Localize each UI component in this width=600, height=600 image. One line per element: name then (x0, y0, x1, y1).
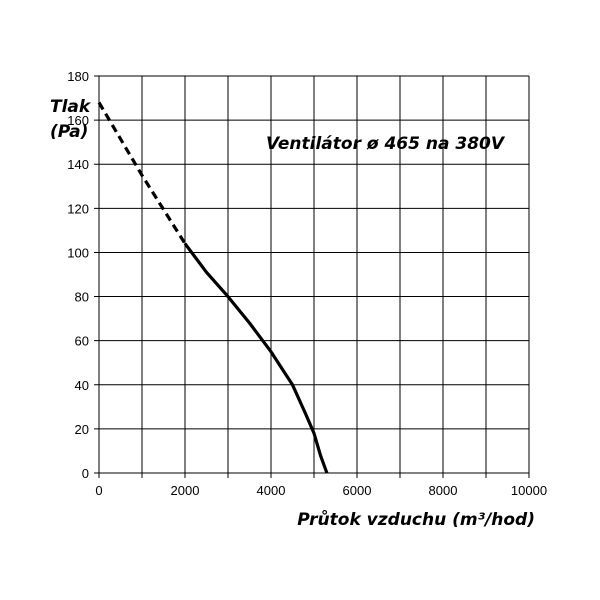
y-tick-label: 40 (75, 378, 89, 393)
y-axis-label-line1: Tlak (50, 97, 92, 117)
y-tick-label: 180 (67, 69, 89, 84)
x-tick-label: 0 (95, 483, 102, 498)
x-tick-label: 6000 (343, 483, 372, 498)
curve-solid-segment (183, 242, 329, 474)
x-tick-label: 2000 (171, 483, 200, 498)
y-tick-label: 140 (67, 157, 89, 172)
y-tick-label: 160 (67, 113, 89, 128)
series-layer (97, 101, 329, 474)
y-tick-label: 0 (82, 466, 89, 481)
y-tick-label: 80 (75, 290, 89, 305)
x-tick-label: 10000 (511, 483, 547, 498)
x-tick-label: 4000 (257, 483, 286, 498)
y-tick-label: 100 (67, 245, 89, 260)
x-axis-label: Průtok vzduchu (m³/hod) (297, 509, 535, 530)
y-axis-label-line2: (Pa) (50, 122, 88, 142)
y-tick-label: 120 (67, 201, 89, 216)
curve-dashed-segment (97, 101, 187, 245)
y-tick-label: 20 (75, 422, 89, 437)
tick-labels: 0 2000 4000 6000 8000 10000 0 20 40 60 80 100 120 140… (67, 69, 547, 498)
chart-title: Ventilátor ø 465 na 380V (266, 134, 506, 154)
x-tick-label: 8000 (429, 483, 458, 498)
y-tick-label: 60 (75, 334, 89, 349)
